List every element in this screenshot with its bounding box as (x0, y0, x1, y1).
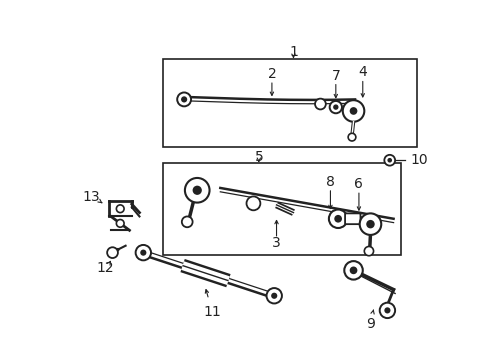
Circle shape (384, 155, 395, 166)
Text: 6: 6 (354, 177, 364, 191)
Circle shape (380, 303, 395, 318)
Circle shape (360, 213, 381, 235)
Text: 2: 2 (268, 67, 276, 81)
Circle shape (107, 247, 118, 258)
Circle shape (334, 215, 342, 222)
Circle shape (365, 247, 373, 256)
Circle shape (140, 249, 147, 256)
Circle shape (350, 266, 357, 274)
Circle shape (271, 293, 277, 299)
Circle shape (315, 99, 326, 109)
Circle shape (344, 261, 363, 280)
Circle shape (193, 186, 202, 195)
Circle shape (350, 107, 357, 115)
Circle shape (117, 220, 124, 227)
Circle shape (330, 101, 342, 113)
Circle shape (384, 307, 391, 314)
Circle shape (267, 288, 282, 303)
Text: 1: 1 (289, 45, 298, 59)
Circle shape (246, 197, 260, 210)
FancyBboxPatch shape (345, 213, 361, 224)
Circle shape (185, 178, 210, 203)
Circle shape (348, 133, 356, 141)
Bar (163, 59, 416, 147)
Text: 13: 13 (82, 190, 100, 204)
Text: 11: 11 (204, 305, 221, 319)
Text: 5: 5 (254, 150, 263, 164)
Text: 10: 10 (411, 153, 428, 167)
Circle shape (366, 220, 375, 228)
Bar (163, 163, 401, 255)
Text: 4: 4 (358, 66, 367, 80)
Circle shape (136, 245, 151, 260)
Circle shape (343, 100, 365, 122)
Circle shape (333, 104, 339, 110)
Circle shape (117, 205, 124, 213)
Text: 8: 8 (326, 175, 335, 189)
Text: 7: 7 (331, 68, 340, 82)
Text: 3: 3 (272, 237, 281, 251)
Circle shape (388, 158, 392, 163)
Circle shape (182, 216, 193, 227)
Circle shape (329, 210, 347, 228)
Circle shape (177, 93, 191, 106)
Text: 12: 12 (96, 261, 114, 275)
Circle shape (181, 96, 187, 103)
Text: 9: 9 (366, 317, 375, 331)
